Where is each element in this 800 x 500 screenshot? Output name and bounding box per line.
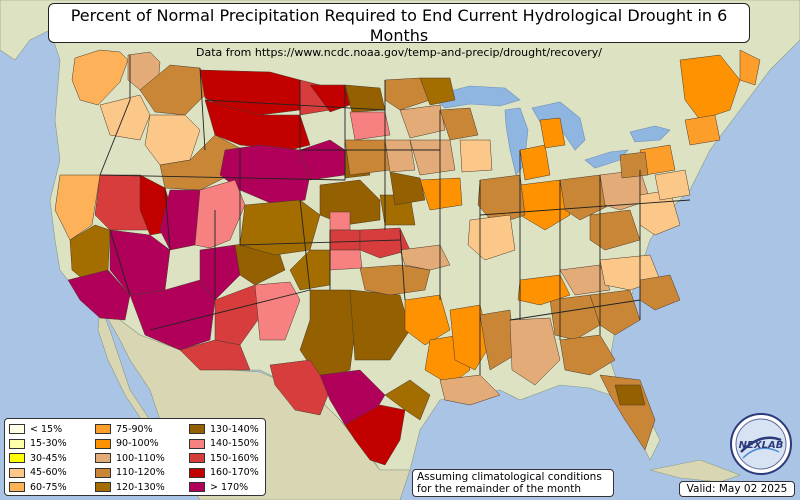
legend-item: 90-100%: [95, 437, 189, 452]
legend-item: 150-160%: [189, 451, 269, 466]
legend-item: 160-170%: [189, 466, 269, 481]
title-box: Percent of Normal Precipitation Required…: [48, 3, 750, 59]
legend: < 15% 15-30% 30-45% 45-60% 60-75% 75-90% 90-10…: [4, 418, 266, 496]
legend-swatch: [95, 467, 111, 478]
legend-label: 150-160%: [210, 452, 259, 464]
legend-label: 100-110%: [116, 452, 165, 464]
map-subtitle: Data from https://www.ncdc.noaa.gov/temp…: [196, 46, 602, 59]
legend-label: 75-90%: [116, 423, 153, 435]
legend-swatch: [189, 438, 205, 449]
legend-label: > 170%: [210, 481, 249, 493]
legend-swatch: [95, 482, 111, 493]
state-lines: [99, 55, 691, 375]
assumption-text: Assuming climatological conditions for th…: [417, 471, 602, 495]
legend-swatch: [95, 438, 111, 449]
legend-item: > 170%: [189, 480, 269, 495]
legend-item: 130-140%: [189, 422, 269, 437]
legend-label: < 15%: [30, 423, 63, 435]
legend-item: 15-30%: [9, 437, 95, 452]
legend-swatch: [9, 438, 25, 449]
legend-swatch: [9, 482, 25, 493]
legend-item: 120-130%: [95, 480, 189, 495]
legend-item: < 15%: [9, 422, 95, 437]
legend-swatch: [189, 482, 205, 493]
legend-swatch: [9, 424, 25, 435]
legend-swatch: [9, 467, 25, 478]
legend-label: 120-130%: [116, 481, 165, 493]
legend-swatch: [9, 453, 25, 464]
legend-label: 30-45%: [30, 452, 67, 464]
assumption-note: Assuming climatological conditions for th…: [412, 469, 614, 497]
logo-text: NEXLAB: [739, 440, 784, 451]
map-title: Percent of Normal Precipitation Required…: [70, 6, 728, 45]
legend-item: 140-150%: [189, 437, 269, 452]
cuba: [649, 459, 741, 483]
legend-label: 90-100%: [116, 438, 159, 450]
legend-item: 30-45%: [9, 451, 95, 466]
legend-swatch: [95, 453, 111, 464]
legend-label: 45-60%: [30, 467, 67, 479]
legend-item: 75-90%: [95, 422, 189, 437]
legend-label: 130-140%: [210, 423, 259, 435]
valid-date: Valid: May 02 2025: [679, 481, 795, 497]
legend-item: 110-120%: [95, 466, 189, 481]
legend-swatch: [189, 424, 205, 435]
legend-label: 15-30%: [30, 438, 67, 450]
legend-item: 45-60%: [9, 466, 95, 481]
legend-swatch: [189, 467, 205, 478]
nexlab-logo: NEXLAB: [730, 413, 792, 475]
legend-swatch: [189, 453, 205, 464]
legend-item: 100-110%: [95, 451, 189, 466]
legend-label: 60-75%: [30, 481, 67, 493]
legend-item: 60-75%: [9, 480, 95, 495]
legend-swatch: [95, 424, 111, 435]
legend-label: 140-150%: [210, 438, 259, 450]
legend-label: 160-170%: [210, 467, 259, 479]
legend-label: 110-120%: [116, 467, 165, 479]
